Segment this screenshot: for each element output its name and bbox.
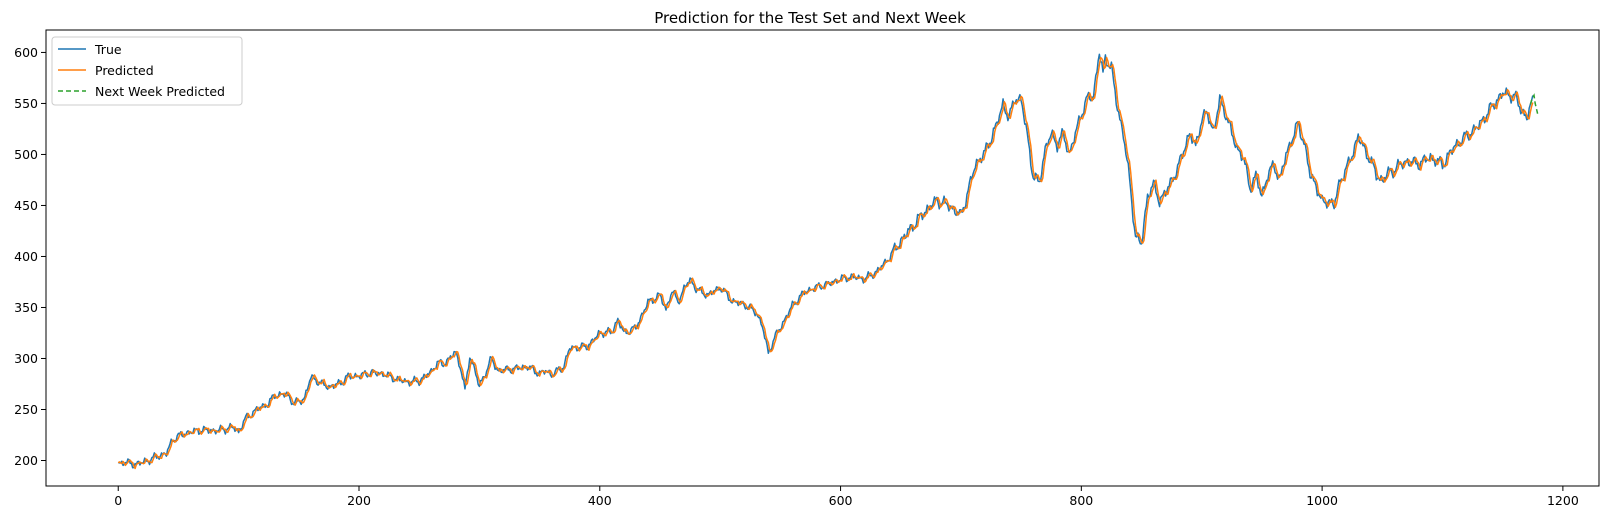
legend-label-next-week: Next Week Predicted [95, 84, 225, 99]
series-line-predicted [117, 56, 1534, 470]
series-layer [117, 53, 1539, 470]
y-tick-label-600: 600 [14, 45, 38, 60]
x-axis: 0 200 400 600 800 1000 1200 [114, 486, 1579, 508]
y-axis: 200 250 300 350 400 450 500 550 600 [14, 45, 46, 468]
x-tick-label-1200: 1200 [1547, 493, 1579, 508]
y-tick-label-550: 550 [14, 96, 38, 111]
legend: True Predicted Next Week Predicted [51, 36, 243, 106]
chart-title: Prediction for the Test Set and Next Wee… [654, 9, 966, 27]
series-line-true [118, 53, 1534, 469]
legend-label-true: True [94, 42, 122, 57]
plot-area [45, 29, 1600, 487]
legend-label-predicted: Predicted [95, 63, 154, 78]
x-tick-label-400: 400 [588, 493, 612, 508]
x-tick-label-0: 0 [114, 493, 122, 508]
legend-frame [51, 36, 243, 106]
x-tick-label-600: 600 [829, 493, 853, 508]
plot-frame [45, 29, 1600, 487]
x-tick-label-1000: 1000 [1306, 493, 1338, 508]
y-tick-label-200: 200 [14, 453, 38, 468]
y-tick-label-350: 350 [14, 300, 38, 315]
x-tick-label-200: 200 [347, 493, 371, 508]
y-tick-label-400: 400 [14, 249, 38, 264]
x-tick-label-800: 800 [1069, 493, 1093, 508]
y-tick-label-450: 450 [14, 198, 38, 213]
y-tick-label-300: 300 [14, 351, 38, 366]
y-tick-label-250: 250 [14, 402, 38, 417]
series-line-next-week-predicted [1529, 93, 1539, 114]
y-tick-label-500: 500 [14, 147, 38, 162]
